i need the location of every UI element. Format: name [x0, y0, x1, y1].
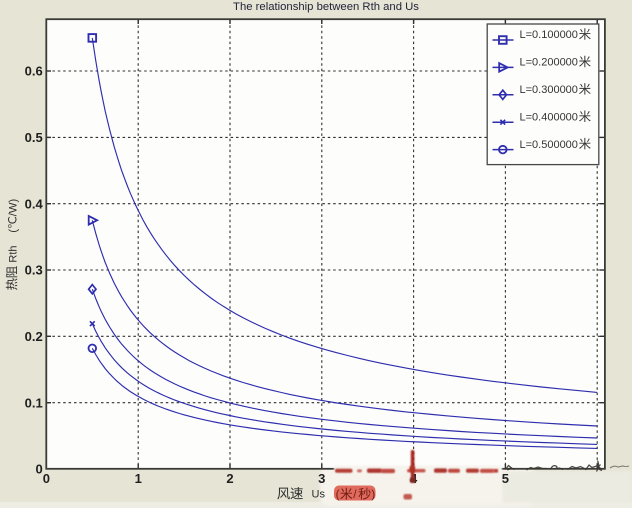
svg-text:0.1: 0.1: [25, 395, 43, 410]
svg-text:L=0.100000: L=0.100000: [520, 29, 578, 41]
svg-text:(℃/W): (℃/W): [7, 198, 19, 232]
svg-text:L=0.200000: L=0.200000: [520, 57, 578, 69]
svg-text:/: /: [353, 487, 357, 501]
svg-text:2: 2: [226, 471, 233, 486]
svg-text:0.5: 0.5: [25, 130, 43, 145]
svg-text:0.4: 0.4: [25, 196, 44, 211]
svg-text:The relationship between Rth a: The relationship between Rth and Us: [233, 1, 419, 13]
svg-text:L=0.300000: L=0.300000: [520, 84, 578, 96]
svg-text:Us: Us: [312, 488, 326, 500]
svg-text:0.6: 0.6: [25, 64, 43, 79]
svg-text:L=0.400000: L=0.400000: [520, 111, 578, 123]
svg-text:1: 1: [135, 471, 142, 486]
svg-text:0.2: 0.2: [25, 329, 43, 344]
svg-text:5: 5: [502, 471, 509, 486]
svg-text:0.3: 0.3: [25, 263, 43, 278]
svg-text:L=0.500000: L=0.500000: [520, 139, 578, 151]
svg-text:0: 0: [43, 471, 50, 486]
svg-text:(: (: [336, 487, 340, 501]
svg-text:3: 3: [318, 471, 325, 486]
svg-text:): ): [371, 487, 375, 501]
svg-text:Rth: Rth: [7, 245, 19, 262]
svg-text:0: 0: [35, 462, 42, 477]
